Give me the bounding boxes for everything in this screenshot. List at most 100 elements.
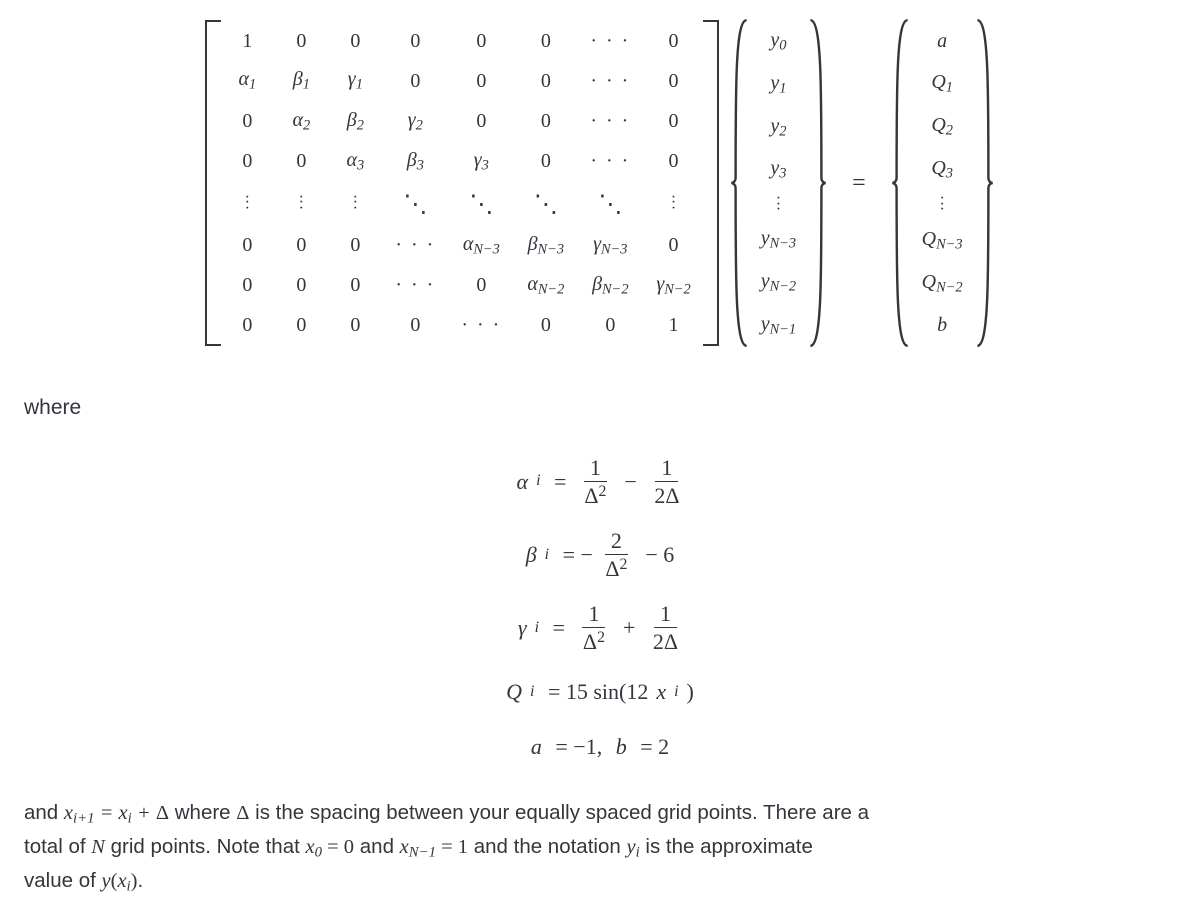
m-cell-vdots: ··· [287, 195, 315, 212]
m-cell-dots: · · · [461, 310, 501, 340]
m-cell: 0 [656, 26, 690, 56]
m-cell: 0 [287, 26, 315, 56]
m-cell: 0 [527, 106, 564, 136]
y-vector-grid: y0 y1 y2 y3 ··· yN−3 yN−2 yN−1 [751, 18, 806, 348]
m-cell: 0 [341, 310, 369, 340]
vec-cell: Q1 [922, 67, 963, 99]
text: and the notation [474, 835, 627, 858]
m-cell: β2 [341, 105, 369, 137]
m-cell-ddots: ⋱ [395, 187, 435, 223]
vec-cell: yN−2 [761, 266, 796, 298]
q-vector: a Q1 Q2 Q3 ··· QN−3 QN−2 b [890, 18, 995, 348]
m-cell: 0 [656, 230, 690, 260]
m-cell: 0 [527, 310, 564, 340]
text: and [360, 835, 400, 858]
vec-cell-vdots: ··· [922, 196, 963, 213]
math-inline: xi+1 = xi + Δ [64, 802, 169, 824]
coefficient-matrix: 1 0 0 0 0 0 · · · 0 α1 β1 γ1 0 0 0 · · ·… [205, 20, 718, 345]
m-cell: 0 [233, 230, 261, 260]
vec-cell: y3 [761, 153, 796, 185]
m-cell-dots: · · · [395, 230, 435, 260]
m-cell: α2 [287, 105, 315, 137]
def-Q: Qi = 15 sin(12xi) [506, 675, 694, 708]
m-cell: 0 [341, 230, 369, 260]
where-label: where [24, 392, 1176, 424]
m-cell: 0 [656, 106, 690, 136]
matrix-left-bracket [205, 20, 221, 345]
def-alpha: αi = 1Δ2 − 12Δ [517, 456, 684, 507]
m-cell: 0 [233, 146, 261, 176]
m-cell: 0 [395, 26, 435, 56]
vec-cell: b [922, 310, 963, 340]
brace-left [890, 18, 912, 348]
matrix-equation: 1 0 0 0 0 0 · · · 0 α1 β1 γ1 0 0 0 · · ·… [24, 18, 1176, 348]
m-cell-dots: · · · [395, 270, 435, 300]
page: 1 0 0 0 0 0 · · · 0 α1 β1 γ1 0 0 0 · · ·… [0, 0, 1200, 922]
m-cell: 0 [461, 106, 501, 136]
m-cell: 0 [461, 66, 501, 96]
vec-cell: yN−1 [761, 309, 796, 341]
m-cell: 0 [461, 26, 501, 56]
m-cell: 0 [590, 310, 630, 340]
m-cell-dots: · · · [590, 106, 630, 136]
text: where [175, 801, 237, 824]
math-inline: yi [626, 836, 639, 858]
m-cell: 0 [341, 270, 369, 300]
text: total of [24, 835, 91, 858]
m-cell: α3 [341, 145, 369, 177]
definitions: αi = 1Δ2 − 12Δ βi = − 2Δ2 − 6 γi = 1Δ2 +… [24, 456, 1176, 764]
def-beta: βi = − 2Δ2 − 6 [526, 529, 675, 580]
m-cell: 1 [233, 26, 261, 56]
paragraph: and xi+1 = xi + Δ where Δ is the spacing… [24, 797, 1176, 898]
m-cell: αN−2 [527, 269, 564, 301]
m-cell: 0 [527, 146, 564, 176]
text: . [137, 869, 143, 892]
m-cell: 0 [461, 270, 501, 300]
equals-sign: = [852, 165, 866, 201]
y-vector: y0 y1 y2 y3 ··· yN−3 yN−2 yN−1 [729, 18, 828, 348]
m-cell: 0 [341, 26, 369, 56]
vec-cell: Q2 [922, 110, 963, 142]
m-cell: γN−2 [656, 269, 690, 301]
def-gamma: γi = 1Δ2 + 12Δ [518, 602, 682, 653]
vec-cell: y1 [761, 68, 796, 100]
m-cell: 1 [656, 310, 690, 340]
math-inline: Δ [236, 802, 249, 824]
m-cell-dots: · · · [590, 66, 630, 96]
math-inline: y(xi) [102, 870, 138, 892]
vec-cell: y2 [761, 111, 796, 143]
m-cell-ddots: ⋱ [461, 187, 501, 223]
m-cell: 0 [395, 310, 435, 340]
m-cell: β1 [287, 64, 315, 96]
m-cell-dots: · · · [590, 146, 630, 176]
m-cell: 0 [656, 66, 690, 96]
q-vector-grid: a Q1 Q2 Q3 ··· QN−3 QN−2 b [912, 18, 973, 348]
matrix-right-bracket [703, 20, 719, 345]
m-cell: 0 [233, 310, 261, 340]
m-cell-dots: · · · [590, 26, 630, 56]
m-cell: γN−3 [590, 229, 630, 261]
m-cell: γ2 [395, 105, 435, 137]
math-inline: N [91, 836, 105, 858]
m-cell: 0 [395, 66, 435, 96]
m-cell: βN−3 [527, 229, 564, 261]
text: and [24, 801, 64, 824]
brace-left [729, 18, 751, 348]
vec-cell: y0 [761, 25, 796, 57]
m-cell: 0 [527, 66, 564, 96]
vec-cell: yN−3 [761, 223, 796, 255]
def-ab: a = −1, b = 2 [531, 730, 669, 763]
m-cell: β3 [395, 145, 435, 177]
text: is the approximate [645, 835, 813, 858]
m-cell: αN−3 [461, 229, 501, 261]
matrix-grid: 1 0 0 0 0 0 · · · 0 α1 β1 γ1 0 0 0 · · ·… [225, 20, 698, 345]
m-cell: γ1 [341, 64, 369, 96]
math-inline: x0 = 0 [306, 836, 355, 858]
m-cell: α1 [233, 64, 261, 96]
m-cell: 0 [233, 270, 261, 300]
text: is the spacing between your equally spac… [255, 801, 869, 824]
m-cell: 0 [527, 26, 564, 56]
m-cell-vdots: ··· [341, 195, 369, 212]
m-cell-ddots: ⋱ [527, 187, 564, 223]
m-cell-vdots: ··· [656, 195, 690, 212]
